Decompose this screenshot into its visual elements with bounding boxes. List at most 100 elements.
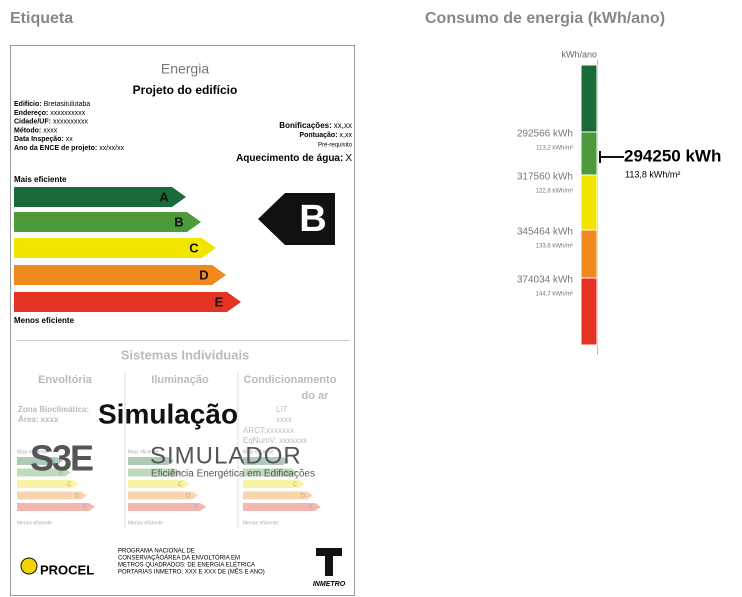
mini-bar [128, 480, 190, 488]
threshold-kwh: 345464 kWh [517, 227, 573, 238]
info-line: Ano da ENCE de projeto: xx/xx/xx [14, 145, 125, 152]
class-letter: E [215, 294, 224, 309]
prereq: Pré-requisito [318, 143, 353, 149]
class-bar [14, 292, 241, 312]
threshold-per-m2: 144,7 kWh/m² [536, 292, 573, 298]
mini-bar [17, 468, 71, 477]
mini-letter: E [83, 505, 87, 511]
column-title: Iluminação [151, 374, 209, 386]
threshold-per-m2: 113,2 kWh/m² [536, 146, 573, 152]
logo: S3E [30, 438, 93, 479]
info: Zona Bioclimática: [18, 405, 89, 414]
mini-letter: C [67, 482, 72, 488]
inmetro: INMETRO [313, 581, 346, 588]
info-label: Endereço: [14, 110, 48, 117]
threshold-per-m2: 122,8 kWh/m² [536, 189, 573, 195]
info-label: Pontuação: [299, 132, 337, 139]
class-letter: C [189, 240, 199, 255]
mini-least: Menos eficiente [17, 520, 52, 526]
mini-bar [128, 491, 198, 500]
info-line: Endereço: xxxxxxxxxx [14, 110, 86, 117]
mini-letter: C [178, 482, 183, 488]
info-label: Cidade/UF: [14, 118, 51, 125]
mini-least: Menos eficiente [243, 520, 278, 526]
scale-segment [580, 229, 598, 279]
info-label: Edifício: [14, 101, 42, 108]
mini-bar [17, 503, 95, 511]
mini-bar [17, 480, 79, 488]
mini-most: Mais eficiente [128, 449, 159, 455]
tagline: Eficiência Energética em Edificações [151, 469, 315, 480]
info-label: Data Inspeção: [14, 136, 64, 143]
info-label: Ano da ENCE de projeto: [14, 145, 97, 152]
info: EqNumV: xxxxxxx [243, 436, 307, 445]
info-line: Data Inspeção: xx [14, 136, 73, 143]
program: PORTARIAS INMETRO: XXX E XXX DE (MÊS E A… [118, 568, 265, 576]
column-title: do ar [302, 390, 330, 402]
current-kwh: 294250 kWh [624, 146, 721, 165]
info-line: Método: xxxx [14, 127, 58, 134]
column-title: Envoltória [38, 374, 93, 386]
class-bar [14, 265, 226, 285]
info-label: Aquecimento de água: [236, 153, 343, 164]
class-bar [14, 212, 201, 232]
info: ARCT:xxxxxxx [243, 426, 294, 435]
column-title: Condicionamento [244, 374, 337, 386]
info: Área: xxxx [18, 415, 59, 424]
mini-letter: B [285, 471, 289, 477]
simulator: SIMULADOR [150, 442, 302, 469]
mini-letter: A [162, 459, 166, 465]
info: LIT [276, 405, 288, 414]
class-letter: B [174, 214, 183, 229]
mini-least: Menos eficiente [128, 520, 163, 526]
info-value: X [345, 153, 352, 164]
rating: B [299, 198, 326, 240]
label-subtitle: Projeto do edifício [133, 83, 238, 97]
mini-bar [128, 468, 182, 477]
most: Mais eficiente [14, 175, 67, 184]
heading: Consumo de energia (kWh/ano) [425, 10, 665, 27]
mini-letter: B [59, 471, 63, 477]
info-value: xx/xx/xx [99, 145, 124, 152]
mini-letter: C [293, 482, 298, 488]
threshold-kwh: 374034 kWh [517, 275, 573, 286]
mini-bar [243, 503, 321, 511]
scale-segment [580, 174, 598, 231]
procel: PROCEL [40, 562, 94, 577]
mini-most: Mais eficiente [17, 449, 48, 455]
mini-bar [128, 457, 174, 465]
rating-arrow [258, 193, 335, 245]
info-value: xxxxxxxxxx [50, 110, 86, 117]
threshold-kwh: 317560 kWh [517, 172, 573, 183]
least: Menos eficiente [14, 316, 75, 325]
info-value: xx [66, 136, 74, 143]
mini-bar [128, 503, 206, 511]
program: CONSERVAÇÃOÁREA DA ENVOLTÓRIA EM [118, 555, 240, 562]
info-value: xx,xx [334, 121, 352, 130]
systems: Sistemas Individuais [121, 347, 250, 362]
mini-letter: D [301, 494, 306, 500]
class-bar [14, 187, 186, 207]
mini-bar [243, 480, 305, 488]
label-frame [10, 45, 355, 596]
scale-segment [580, 64, 598, 133]
mini-letter: A [51, 459, 55, 465]
class-bar [14, 238, 216, 258]
mini-letter: E [309, 505, 313, 511]
heading: Etiqueta [10, 10, 73, 27]
mini-bar [243, 491, 313, 500]
inmetro-icon [316, 548, 342, 576]
threshold-kwh: 292566 kWh [517, 129, 573, 140]
scale-segment [580, 277, 598, 346]
mini-most: Mais eficiente [243, 449, 274, 455]
current-per-m2: 113,8 kWh/m² [625, 169, 680, 179]
unit: kWh/ano [561, 49, 597, 59]
info-line: Pontuação: x,xx [299, 132, 352, 139]
procel-icon [20, 557, 38, 575]
info-value: Bretasitulutaba [44, 101, 91, 108]
info-line: Aquecimento de água: X [236, 153, 352, 164]
mini-letter: D [186, 494, 191, 500]
mini-letter: A [277, 459, 281, 465]
scale-segment [580, 131, 598, 176]
program: PROGRAMA NACIONAL DE [118, 549, 195, 555]
